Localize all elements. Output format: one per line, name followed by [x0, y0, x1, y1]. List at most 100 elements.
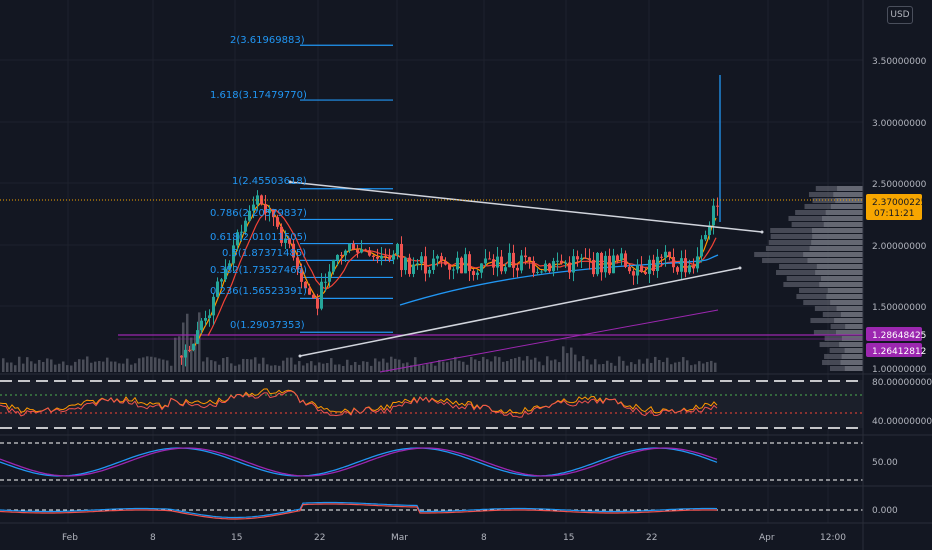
- volume-bar: [654, 356, 657, 372]
- candle-body: [412, 264, 415, 274]
- volume-bar: [338, 364, 341, 372]
- volume-bar: [90, 362, 93, 372]
- candle-body: [200, 320, 203, 331]
- volume-bar: [274, 365, 277, 372]
- volume-bar: [690, 365, 693, 372]
- candle-body: [436, 256, 439, 259]
- candle-body: [592, 259, 595, 275]
- volume-bar: [114, 361, 117, 372]
- candle-body: [476, 272, 479, 276]
- candle-body: [312, 294, 315, 299]
- volume-bar: [594, 359, 597, 372]
- candle-body: [596, 252, 599, 275]
- volume-bar: [506, 361, 509, 372]
- volume-bar: [610, 362, 613, 372]
- volume-bar: [294, 364, 297, 372]
- volume-bar: [134, 363, 137, 372]
- volume-bar: [170, 365, 173, 372]
- volume-bar: [66, 365, 69, 372]
- volume-profile-bar-inner: [826, 294, 863, 299]
- purple-price-label-2: 1.26412812: [872, 347, 926, 357]
- candle-body: [300, 269, 303, 282]
- candle-body: [664, 251, 667, 258]
- candle-body: [672, 257, 675, 268]
- volume-bar: [566, 353, 569, 372]
- volume-bar: [322, 363, 325, 372]
- candle-body: [336, 254, 339, 260]
- candlesticks[interactable]: [180, 75, 721, 367]
- price-tick: 2.50000000: [872, 180, 927, 190]
- rsi-upper-label: 80.00000000: [872, 378, 932, 388]
- triangle-trendlines[interactable]: [288, 180, 764, 358]
- volume-bar: [626, 365, 629, 372]
- volume-profile-bar-inner: [819, 282, 863, 287]
- candle-body: [492, 259, 495, 268]
- volume-profile-bar-inner: [844, 366, 863, 371]
- volume-bar: [570, 347, 573, 372]
- volume-profile-bar-inner: [821, 276, 863, 281]
- rsi-signal-line: [0, 390, 718, 418]
- rsi-bg: [0, 380, 863, 428]
- volume-bar: [166, 360, 169, 372]
- candle-body: [212, 296, 215, 316]
- volume-bar: [270, 365, 273, 372]
- volume-bar: [414, 357, 417, 372]
- volume-bar: [306, 363, 309, 372]
- trendline-anchor: [760, 230, 764, 234]
- volume-bar: [318, 362, 321, 372]
- upper-trendline: [289, 181, 763, 233]
- trendline-anchor: [298, 354, 302, 358]
- current-price-tag: [866, 194, 922, 220]
- candle-body: [540, 271, 543, 273]
- volume-bar: [630, 362, 633, 372]
- candle-body: [616, 255, 619, 261]
- volume-bar: [534, 357, 537, 372]
- volume-bar: [266, 364, 269, 372]
- volume-bar: [190, 337, 193, 372]
- candle-body: [424, 256, 427, 274]
- fib-label: 0.382(1.73527466): [210, 265, 307, 276]
- candle-body: [516, 267, 519, 271]
- candle-body: [396, 243, 399, 255]
- volume-bar: [78, 359, 81, 372]
- volume-profile-bar-inner: [835, 330, 863, 335]
- volume-bar: [254, 357, 257, 372]
- volume-bar: [194, 334, 197, 372]
- fib-retracement[interactable]: [300, 44, 393, 333]
- volume-profile-bar-inner: [809, 246, 863, 251]
- volume-bar: [546, 356, 549, 372]
- volume-bar: [342, 365, 345, 372]
- volume-bar: [298, 361, 301, 372]
- volume-bar: [462, 361, 465, 372]
- purple-price-label-1: 1.28648425: [872, 331, 926, 341]
- stoch-rsi-panel: [0, 442, 863, 481]
- volume-bar: [658, 360, 661, 372]
- volume-bar: [50, 359, 53, 372]
- candle-body: [376, 256, 379, 259]
- price-tick: 3.00000000: [872, 119, 927, 129]
- volume-bar: [10, 362, 13, 372]
- currency-button[interactable]: USD: [887, 6, 913, 24]
- volume-bar: [430, 362, 433, 372]
- volume-bar: [22, 363, 25, 372]
- candle-body: [632, 271, 635, 276]
- volume-profile-bar-inner: [833, 192, 863, 197]
- volume-bar: [30, 361, 33, 372]
- candle-body: [420, 256, 423, 264]
- volume-bar: [370, 365, 373, 372]
- candle-body: [656, 256, 659, 272]
- candle-body: [532, 260, 535, 273]
- volume-bar: [418, 365, 421, 372]
- volume-bar: [518, 356, 521, 372]
- volume-bar: [214, 361, 217, 372]
- volume-bar: [438, 359, 441, 372]
- volume-bar: [510, 358, 513, 372]
- volume-bar: [622, 360, 625, 372]
- candle-body: [328, 271, 331, 282]
- volume-bar: [514, 358, 517, 372]
- candle-body: [520, 255, 523, 271]
- time-label: 12:00: [820, 533, 846, 543]
- volume-bar: [242, 358, 245, 372]
- volume-bar: [558, 362, 561, 372]
